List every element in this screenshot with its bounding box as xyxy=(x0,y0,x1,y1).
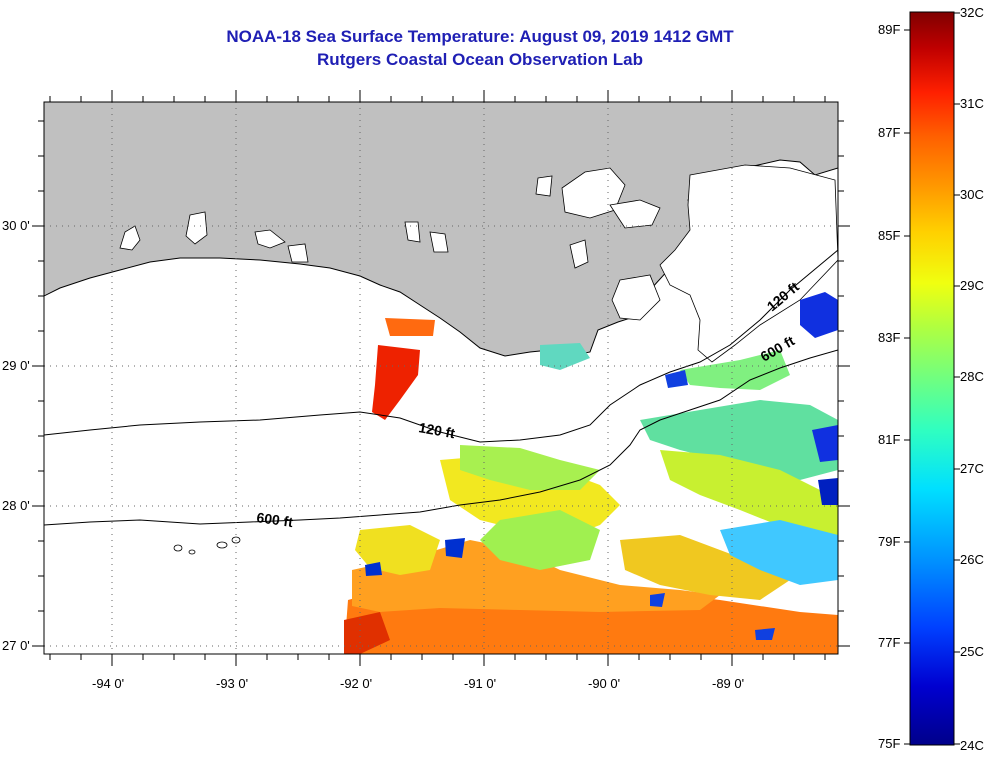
scale-label-celsius: 28C xyxy=(960,369,984,384)
scale-label-fahrenheit: 85F xyxy=(878,228,901,243)
color-scale-bar xyxy=(909,11,955,746)
longitude-label: -92 0' xyxy=(340,676,373,691)
longitude-label: -90 0' xyxy=(588,676,621,691)
islands xyxy=(173,536,241,555)
longitude-label: -91 0' xyxy=(464,676,497,691)
scale-label-fahrenheit: 83F xyxy=(878,330,901,345)
contour-label-120ft-west: 120 ft xyxy=(417,419,456,441)
map-subtitle: Rutgers Coastal Ocean Observation Lab xyxy=(317,50,643,69)
contour-label-600ft-west: 600 ft xyxy=(256,509,295,530)
scale-label-fahrenheit: 79F xyxy=(878,534,901,549)
bathymetry-contours xyxy=(44,249,838,526)
longitude-label: -94 0' xyxy=(92,676,125,691)
scale-label-fahrenheit: 77F xyxy=(878,635,901,650)
scale-label-celsius: 27C xyxy=(960,461,984,476)
lakes xyxy=(119,164,838,363)
latitude-label: 29 0' xyxy=(2,358,30,373)
scale-label-celsius: 26C xyxy=(960,552,984,567)
scale-label-celsius: 32C xyxy=(960,5,984,20)
color-scale-ticks xyxy=(904,12,960,745)
latitude-label: 30 0' xyxy=(2,218,30,233)
scale-label-celsius: 25C xyxy=(960,644,984,659)
scale-label-fahrenheit: 89F xyxy=(878,22,901,37)
scale-label-celsius: 29C xyxy=(960,278,984,293)
latitude-label: 28 0' xyxy=(2,498,30,513)
sst-data xyxy=(344,292,838,654)
scale-label-celsius: 24C xyxy=(960,738,984,753)
map-title: NOAA-18 Sea Surface Temperature: August … xyxy=(226,27,734,46)
axis-minor-ticks xyxy=(38,96,844,660)
scale-label-fahrenheit: 75F xyxy=(878,736,901,751)
longitude-label: -93 0' xyxy=(216,676,249,691)
map-frame xyxy=(43,101,839,655)
scale-label-fahrenheit: 87F xyxy=(878,125,901,140)
scale-label-celsius: 30C xyxy=(960,187,984,202)
map-grid xyxy=(44,102,838,654)
axis-ticks xyxy=(32,90,850,666)
scale-label-fahrenheit: 81F xyxy=(878,432,901,447)
scale-label-celsius: 31C xyxy=(960,96,984,111)
longitude-label: -89 0' xyxy=(712,676,745,691)
latitude-label: 27 0' xyxy=(2,638,30,653)
map-plot-area xyxy=(44,102,838,654)
